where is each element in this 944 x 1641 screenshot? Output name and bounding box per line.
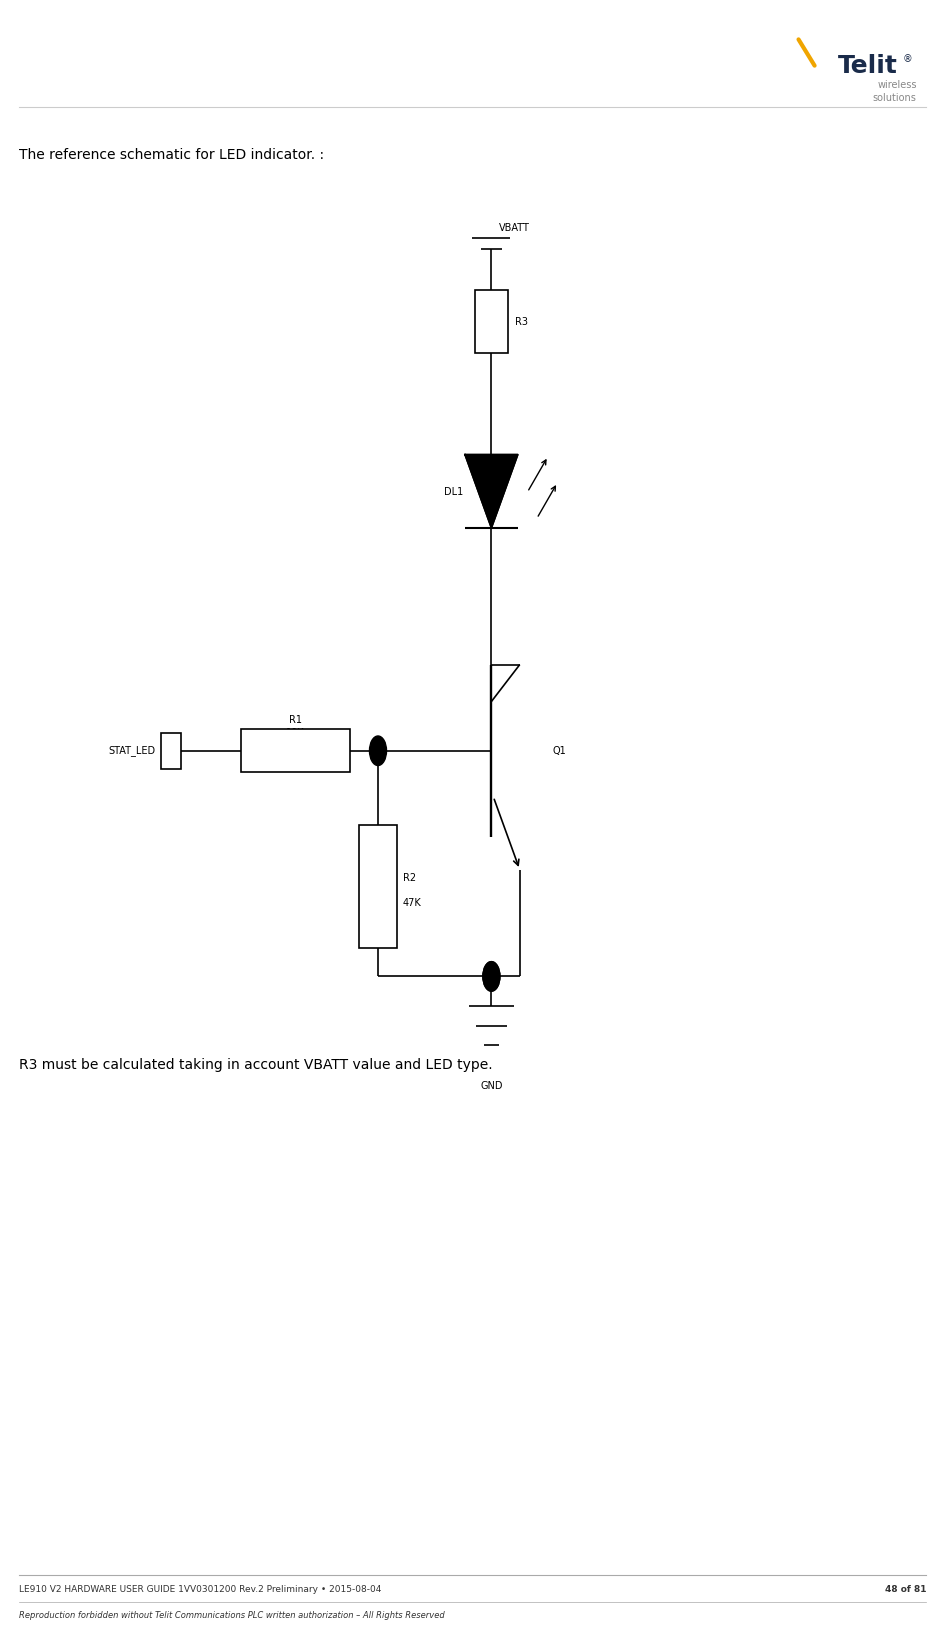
Text: DL1: DL1 xyxy=(444,487,463,497)
Text: R1: R1 xyxy=(289,714,301,724)
Circle shape xyxy=(369,735,386,765)
Polygon shape xyxy=(464,455,517,528)
Text: ®: ® xyxy=(902,54,911,64)
Text: GND: GND xyxy=(480,1081,502,1091)
Text: R3: R3 xyxy=(514,317,528,327)
Text: 47K: 47K xyxy=(402,898,421,907)
Text: Q1: Q1 xyxy=(552,745,566,757)
Text: STAT_LED: STAT_LED xyxy=(109,745,156,757)
Text: The reference schematic for LED indicator. :: The reference schematic for LED indicato… xyxy=(19,148,324,162)
Text: 10K: 10K xyxy=(286,727,304,738)
Text: 48 of 81: 48 of 81 xyxy=(884,1585,925,1593)
Bar xyxy=(359,824,396,947)
Bar xyxy=(160,732,181,768)
Circle shape xyxy=(482,962,499,991)
Bar xyxy=(241,729,349,773)
Bar xyxy=(475,290,508,353)
Text: VBATT: VBATT xyxy=(498,223,530,233)
Text: LE910 V2 HARDWARE USER GUIDE 1VV0301200 Rev.2 Preliminary • 2015-08-04: LE910 V2 HARDWARE USER GUIDE 1VV0301200 … xyxy=(19,1585,380,1593)
Text: wireless
solutions: wireless solutions xyxy=(872,80,916,103)
Circle shape xyxy=(482,962,499,991)
Text: Reproduction forbidden without Telit Communications PLC written authorization – : Reproduction forbidden without Telit Com… xyxy=(19,1611,445,1620)
Text: R2: R2 xyxy=(402,873,415,883)
Text: Telit: Telit xyxy=(837,54,897,79)
Text: R3 must be calculated taking in account VBATT value and LED type.: R3 must be calculated taking in account … xyxy=(19,1058,492,1073)
